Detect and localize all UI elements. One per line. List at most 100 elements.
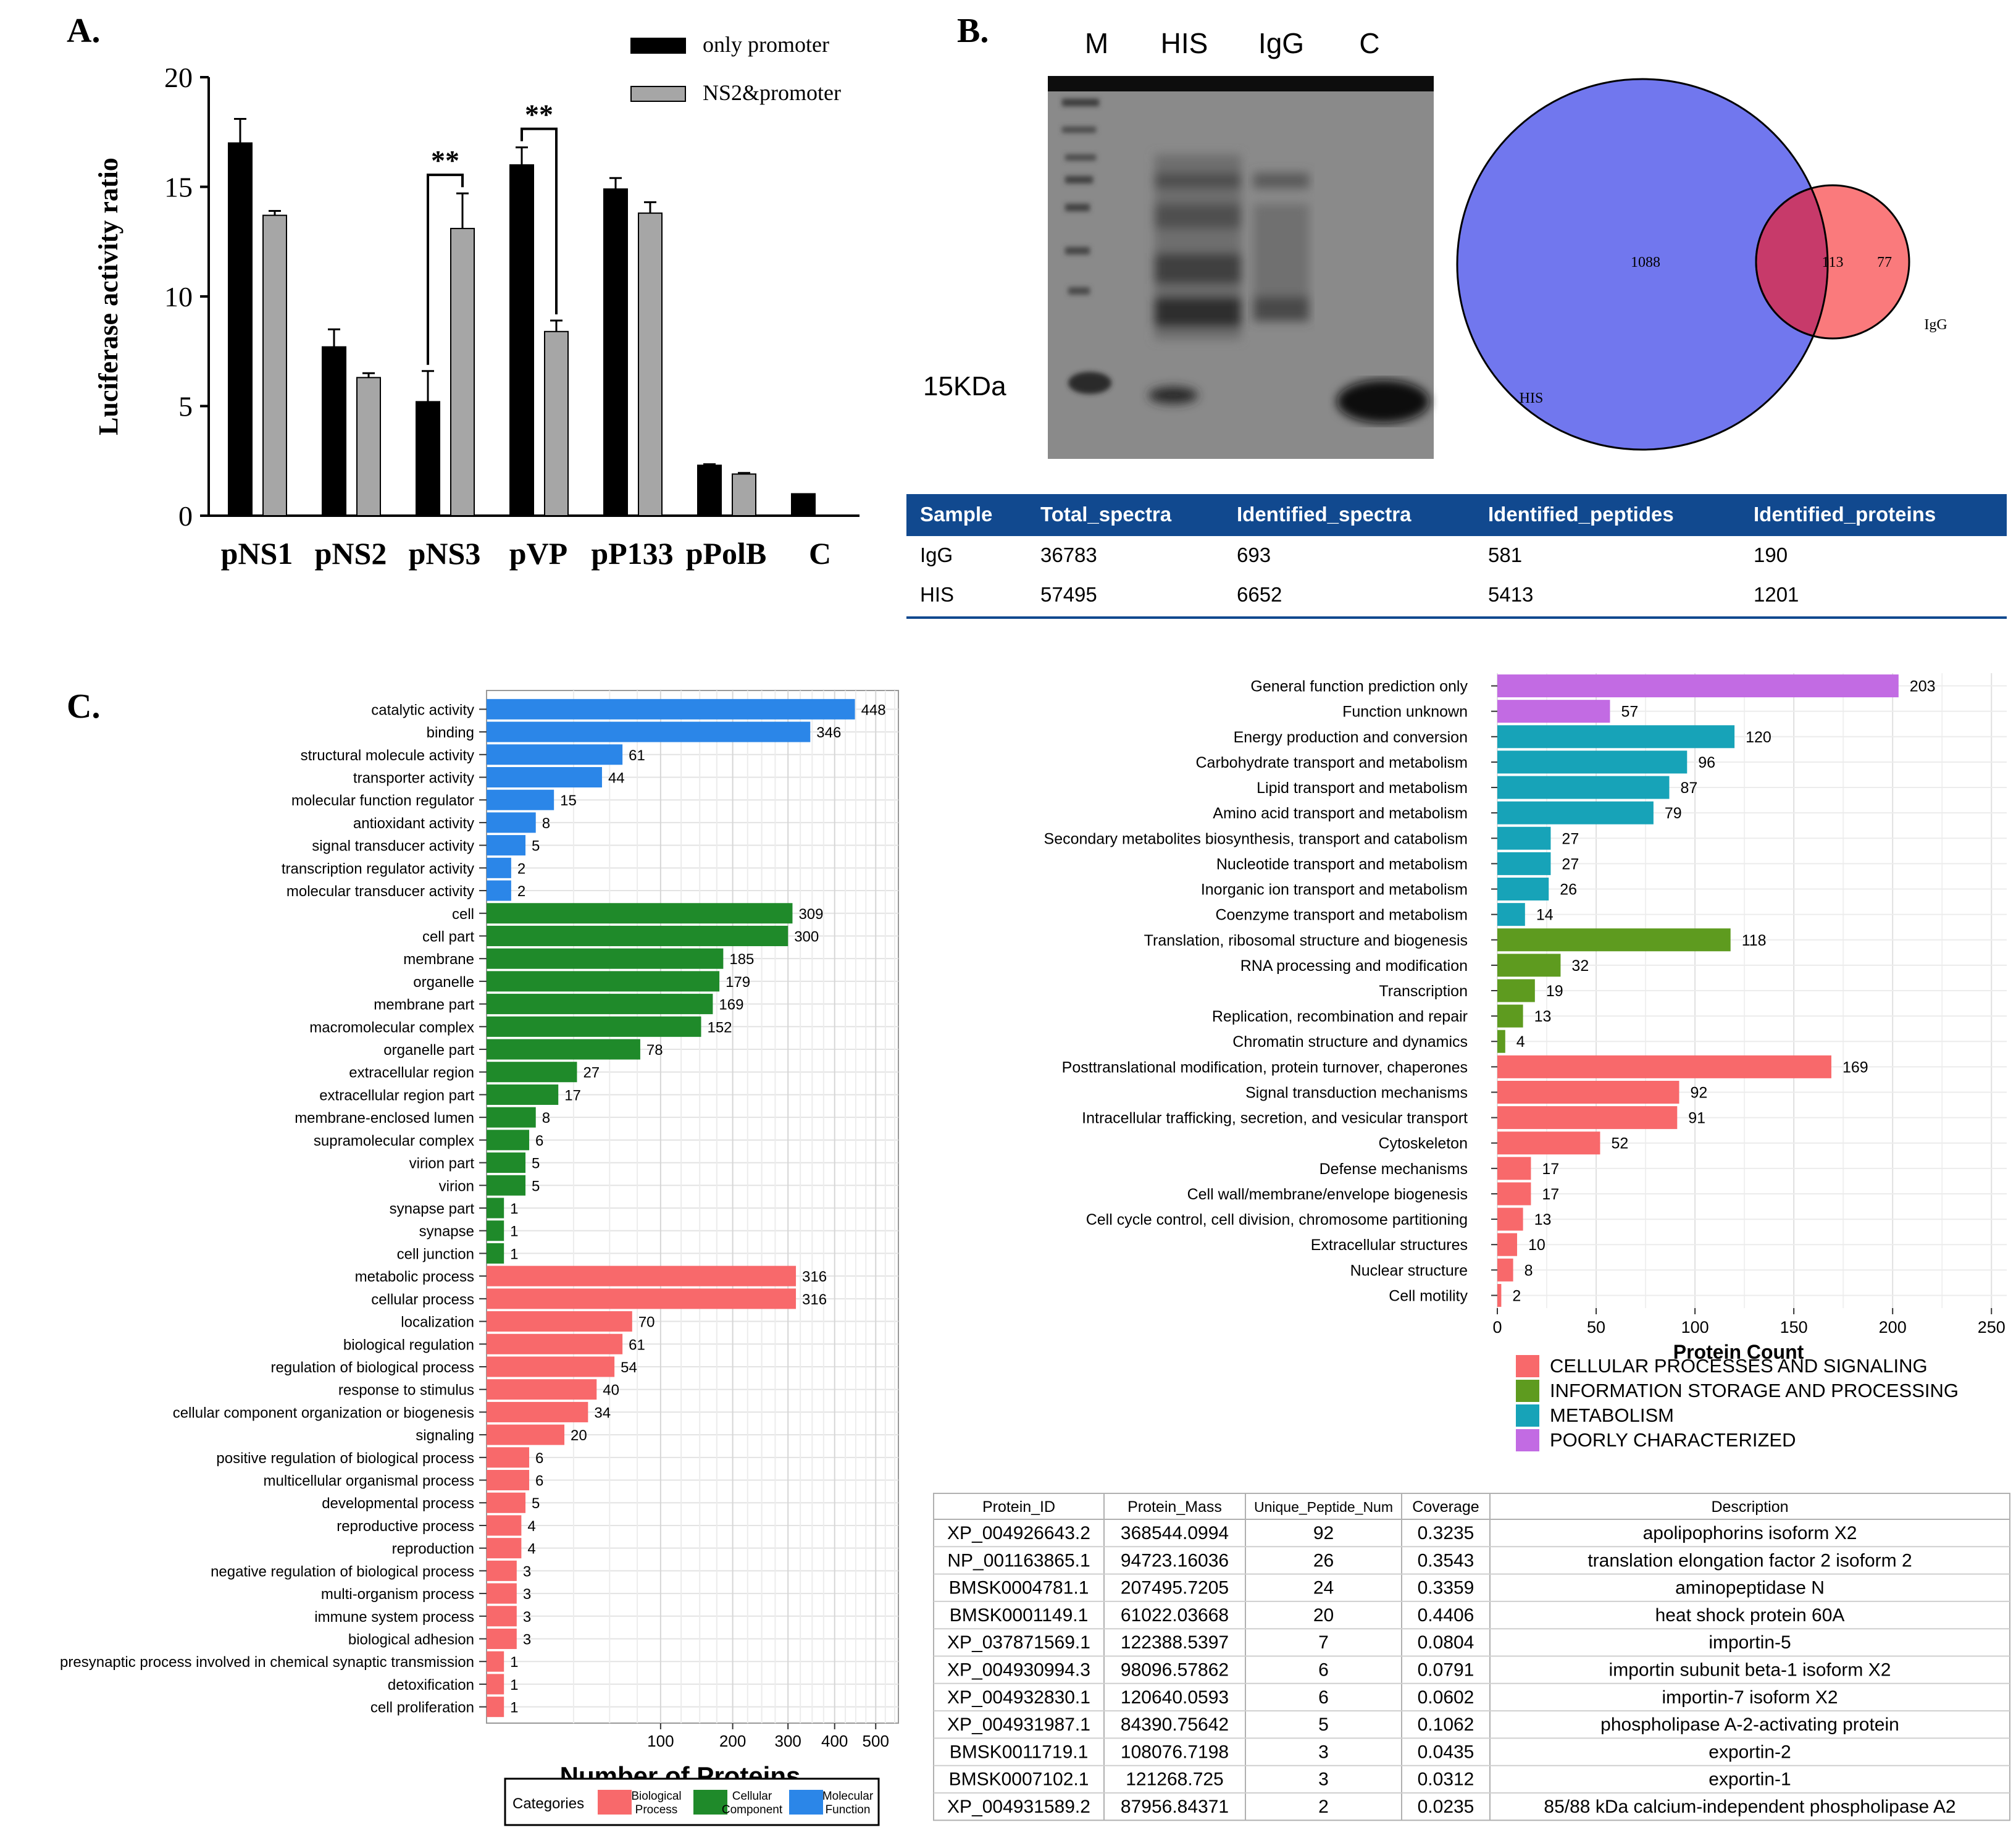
y-tick-label: 15 bbox=[164, 172, 193, 203]
go-bar bbox=[487, 1651, 504, 1672]
protein-cell: BMSK0007102.1 bbox=[949, 1769, 1089, 1790]
go-category-label: immune system process bbox=[314, 1609, 474, 1626]
go-bar bbox=[487, 1016, 701, 1037]
spectra-header-cell: Identified_spectra bbox=[1237, 503, 1412, 526]
go-value-label: 8 bbox=[542, 815, 550, 832]
cog-category-label: Coenzyme transport and metabolism bbox=[1215, 907, 1468, 924]
cog-value-label: 27 bbox=[1562, 830, 1579, 847]
go-category-label: cellular component organization or bioge… bbox=[173, 1404, 474, 1421]
go-category-label: membrane bbox=[403, 951, 474, 968]
go-category-label: virion bbox=[439, 1178, 474, 1194]
bar-pP133-0 bbox=[603, 188, 628, 516]
legend-label: NS2&promoter bbox=[703, 80, 841, 105]
go-value-label: 1 bbox=[510, 1246, 518, 1262]
go-bar bbox=[487, 1243, 504, 1264]
cog-x-axis-title: Protein Count bbox=[1673, 1341, 1804, 1363]
protein-cell: 0.3235 bbox=[1418, 1523, 1474, 1543]
go-category-label: macromolecular complex bbox=[309, 1019, 474, 1036]
lane-label-igg: IgG bbox=[1258, 27, 1304, 59]
lane-label-m: M bbox=[1085, 27, 1108, 59]
control-lane-band bbox=[1337, 380, 1429, 423]
go-category-label: response to stimulus bbox=[338, 1382, 474, 1399]
go-value-label: 4 bbox=[527, 1541, 535, 1558]
protein-cell: 6 bbox=[1318, 1660, 1329, 1681]
go-bar bbox=[487, 1175, 526, 1196]
cog-bar bbox=[1497, 1131, 1600, 1155]
protein-cell: 0.0602 bbox=[1418, 1687, 1474, 1708]
cog-x-tick-label: 50 bbox=[1587, 1318, 1605, 1337]
protein-cell: 7 bbox=[1318, 1632, 1329, 1653]
go-category-label: antioxidant activity bbox=[353, 815, 474, 832]
protein-cell: BMSK0011719.1 bbox=[950, 1742, 1089, 1762]
go-category-label: cellular process bbox=[371, 1291, 474, 1308]
go-bar bbox=[487, 1198, 504, 1219]
go-category-label: cell bbox=[452, 906, 474, 923]
cog-value-label: 14 bbox=[1536, 907, 1554, 924]
cog-bar bbox=[1497, 979, 1535, 1002]
significance-bracket bbox=[427, 174, 464, 365]
significance-label: ** bbox=[431, 145, 459, 176]
spectra-cell: 36783 bbox=[1040, 543, 1097, 566]
protein-cell: translation elongation factor 2 isoform … bbox=[1587, 1550, 1912, 1571]
go-category-label: negative regulation of biological proces… bbox=[211, 1563, 474, 1580]
go-value-label: 27 bbox=[583, 1065, 600, 1081]
go-bar bbox=[487, 721, 811, 742]
cog-category-label: Inorganic ion transport and metabolism bbox=[1201, 881, 1468, 899]
go-category-label: binding bbox=[427, 724, 474, 741]
protein-header-cell: Unique_Peptide_Num bbox=[1254, 1499, 1393, 1515]
go-x-tick-label: 400 bbox=[821, 1732, 848, 1750]
venn-igg-label: IgG bbox=[1924, 317, 1947, 333]
cog-value-label: 91 bbox=[1688, 1110, 1705, 1127]
cog-bar bbox=[1497, 1283, 1502, 1307]
go-value-label: 2 bbox=[517, 883, 525, 900]
cog-bar bbox=[1497, 878, 1549, 901]
cog-x-tick-label: 200 bbox=[1879, 1318, 1907, 1337]
marker-size-label: 15KDa bbox=[923, 371, 1006, 401]
go-category-label: presynaptic process involved in chemical… bbox=[60, 1654, 474, 1671]
protein-cell: XP_037871569.1 bbox=[947, 1632, 1090, 1653]
go-value-label: 4 bbox=[527, 1518, 535, 1535]
cog-bar bbox=[1497, 700, 1610, 723]
panel-a-label: A. bbox=[67, 12, 100, 50]
go-value-label: 1 bbox=[510, 1677, 518, 1693]
cog-x-tick-label: 100 bbox=[1681, 1318, 1709, 1337]
protein-cell: 61022.03668 bbox=[1121, 1605, 1229, 1626]
cog-bar bbox=[1497, 1080, 1679, 1104]
go-x-tick-label: 100 bbox=[647, 1732, 674, 1750]
go-value-label: 1 bbox=[510, 1201, 518, 1217]
go-bar bbox=[487, 903, 793, 924]
go-legend-swatch bbox=[693, 1790, 727, 1815]
x-tick-label-pNS1: pNS1 bbox=[221, 536, 293, 571]
cog-bar bbox=[1497, 903, 1525, 926]
cog-x-tick-label: 250 bbox=[1978, 1318, 2006, 1337]
go-legend-label: Component bbox=[722, 1803, 783, 1816]
go-value-label: 54 bbox=[621, 1359, 637, 1376]
spectra-header-cell: Sample bbox=[920, 503, 992, 526]
spectra-cell: 190 bbox=[1754, 543, 1788, 566]
cog-category-label: Lipid transport and metabolism bbox=[1257, 779, 1468, 797]
go-bar bbox=[487, 925, 788, 946]
cog-value-label: 26 bbox=[1560, 881, 1577, 899]
venn-his-only-count: 1088 bbox=[1631, 254, 1660, 271]
go-value-label: 1 bbox=[510, 1654, 518, 1671]
go-bar bbox=[487, 1583, 517, 1604]
spectra-header-cell: Total_spectra bbox=[1040, 503, 1172, 526]
cog-category-label: Intracellular trafficking, secretion, an… bbox=[1082, 1110, 1468, 1127]
go-bar bbox=[487, 971, 720, 992]
cog-category-label: Signal transduction mechanisms bbox=[1245, 1084, 1468, 1101]
protein-cell: 122388.5397 bbox=[1121, 1632, 1229, 1653]
cog-x-tick-label: 0 bbox=[1492, 1318, 1502, 1337]
go-value-label: 3 bbox=[523, 1563, 531, 1580]
cog-category-label: Carbohydrate transport and metabolism bbox=[1195, 754, 1468, 771]
legend-label: only promoter bbox=[703, 32, 829, 57]
go-legend-label: Molecular bbox=[822, 1790, 874, 1803]
cog-bar bbox=[1497, 1207, 1523, 1231]
cog-value-label: 2 bbox=[1512, 1287, 1521, 1304]
venn-diagram: 1088 113 77 HIS IgG bbox=[1456, 78, 1947, 451]
go-value-label: 3 bbox=[523, 1586, 531, 1603]
go-bar bbox=[487, 1538, 522, 1559]
go-bar bbox=[487, 789, 554, 810]
protein-cell: BMSK0004781.1 bbox=[949, 1578, 1089, 1598]
